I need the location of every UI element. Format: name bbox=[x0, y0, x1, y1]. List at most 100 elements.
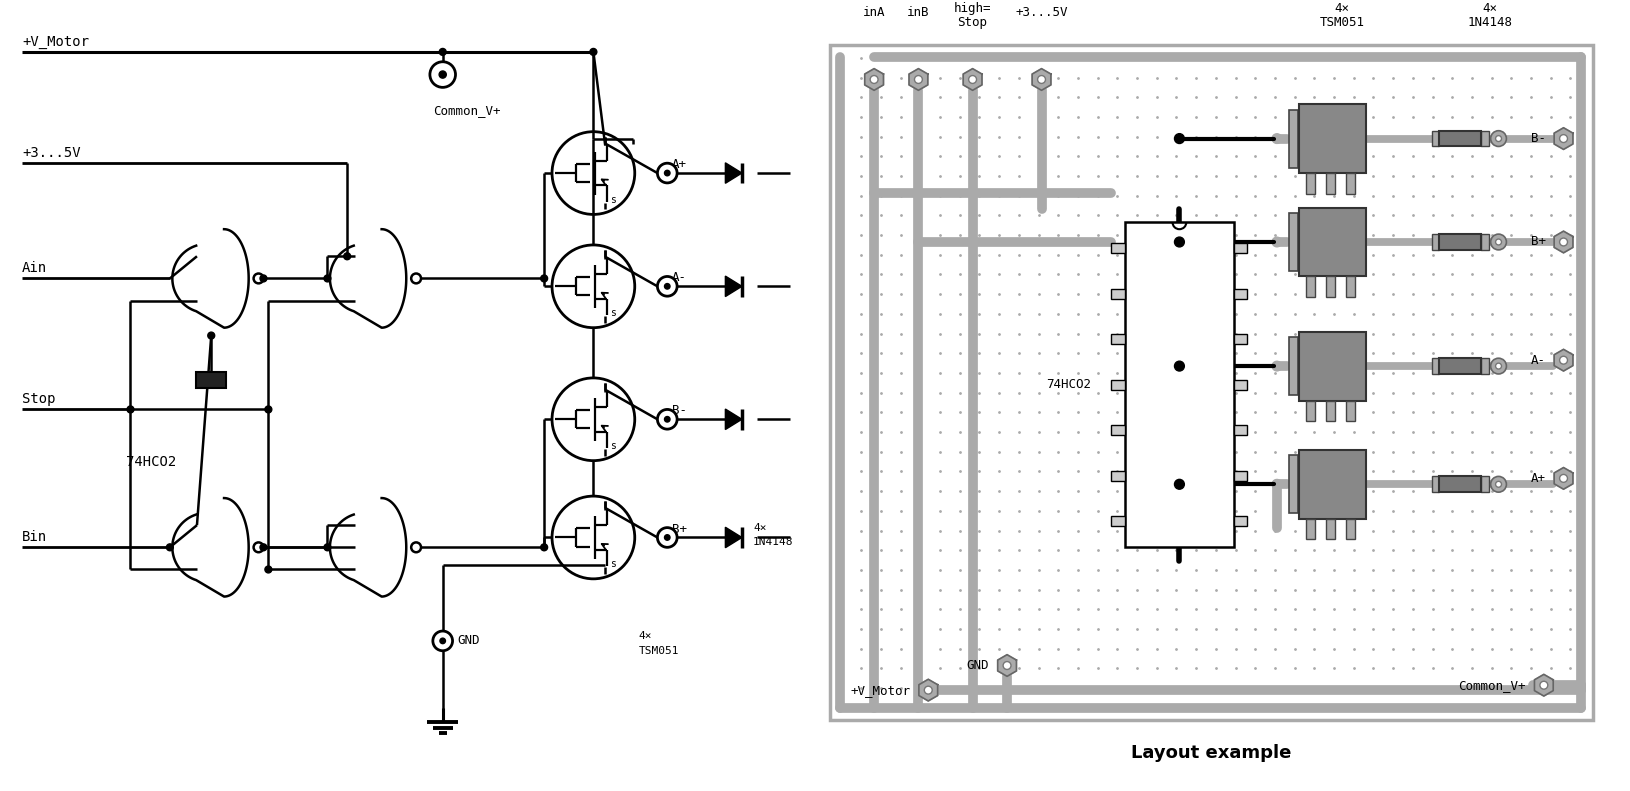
Bar bbox=[1112, 335, 1125, 344]
Circle shape bbox=[553, 496, 634, 579]
Circle shape bbox=[411, 543, 421, 552]
Circle shape bbox=[657, 528, 676, 547]
Text: GND: GND bbox=[458, 634, 479, 647]
Bar bbox=[830, 45, 1593, 720]
Polygon shape bbox=[725, 163, 742, 184]
Circle shape bbox=[1491, 131, 1506, 146]
Text: inB: inB bbox=[908, 6, 929, 20]
Polygon shape bbox=[329, 498, 406, 596]
Text: 4×: 4× bbox=[1482, 2, 1498, 16]
Polygon shape bbox=[1032, 69, 1051, 90]
Text: +3...5V: +3...5V bbox=[23, 146, 82, 161]
Circle shape bbox=[665, 283, 670, 289]
Circle shape bbox=[1175, 134, 1185, 143]
Bar bbox=[1480, 476, 1488, 492]
Bar bbox=[1306, 400, 1315, 422]
Circle shape bbox=[207, 332, 215, 339]
Text: D: D bbox=[1304, 478, 1309, 484]
Polygon shape bbox=[998, 655, 1017, 676]
Polygon shape bbox=[329, 229, 406, 327]
Text: +V_Motor: +V_Motor bbox=[851, 683, 911, 697]
Circle shape bbox=[914, 76, 923, 83]
Circle shape bbox=[1175, 479, 1185, 489]
Circle shape bbox=[1273, 481, 1281, 488]
Circle shape bbox=[1271, 361, 1281, 371]
Circle shape bbox=[541, 544, 548, 551]
Bar bbox=[1346, 400, 1355, 422]
Text: s: s bbox=[610, 559, 616, 570]
Circle shape bbox=[1496, 482, 1501, 487]
Bar bbox=[1299, 207, 1366, 277]
Text: B-: B- bbox=[1531, 132, 1545, 145]
Text: 1: 1 bbox=[1304, 165, 1309, 171]
Circle shape bbox=[411, 274, 421, 283]
Circle shape bbox=[553, 245, 634, 327]
Circle shape bbox=[590, 48, 597, 55]
Polygon shape bbox=[1553, 350, 1573, 371]
Text: ES2: ES2 bbox=[1452, 237, 1467, 247]
Text: ES2: ES2 bbox=[1452, 134, 1467, 143]
Bar bbox=[1289, 456, 1297, 513]
Bar bbox=[1439, 131, 1480, 146]
Circle shape bbox=[870, 76, 879, 83]
Text: B+: B+ bbox=[672, 523, 688, 536]
Circle shape bbox=[254, 543, 264, 552]
Circle shape bbox=[657, 410, 676, 430]
Text: T: T bbox=[1304, 253, 1309, 259]
Circle shape bbox=[430, 62, 455, 87]
Text: 4×: 4× bbox=[1335, 2, 1350, 16]
Circle shape bbox=[1273, 362, 1281, 369]
Circle shape bbox=[665, 417, 670, 422]
Bar bbox=[1346, 519, 1355, 539]
Text: 1N4148: 1N4148 bbox=[1467, 17, 1513, 29]
Bar bbox=[1306, 173, 1315, 194]
Text: 4×: 4× bbox=[753, 523, 766, 532]
Circle shape bbox=[1175, 237, 1185, 247]
Bar bbox=[1480, 358, 1488, 374]
Circle shape bbox=[657, 277, 676, 296]
Bar bbox=[1346, 277, 1355, 297]
Circle shape bbox=[324, 275, 331, 282]
Circle shape bbox=[1491, 358, 1506, 374]
Bar bbox=[1112, 471, 1125, 481]
Bar bbox=[1431, 476, 1439, 492]
Bar bbox=[1234, 517, 1247, 526]
Text: +3...5V: +3...5V bbox=[1015, 6, 1068, 20]
Circle shape bbox=[1560, 238, 1568, 246]
Circle shape bbox=[344, 253, 350, 259]
Polygon shape bbox=[1534, 675, 1553, 696]
Bar bbox=[1234, 426, 1247, 435]
Circle shape bbox=[324, 544, 331, 551]
Text: Stop: Stop bbox=[23, 392, 55, 407]
Circle shape bbox=[1560, 356, 1568, 364]
Text: T: T bbox=[1304, 377, 1309, 383]
Circle shape bbox=[1496, 363, 1501, 369]
Polygon shape bbox=[864, 69, 883, 90]
Circle shape bbox=[266, 566, 272, 573]
Circle shape bbox=[438, 71, 447, 78]
Circle shape bbox=[1273, 239, 1281, 245]
Circle shape bbox=[541, 275, 548, 282]
Polygon shape bbox=[725, 528, 742, 547]
Circle shape bbox=[1540, 681, 1548, 689]
Polygon shape bbox=[910, 69, 927, 90]
Text: s: s bbox=[610, 308, 616, 318]
Circle shape bbox=[1560, 134, 1568, 142]
Text: B-: B- bbox=[672, 404, 688, 418]
Text: Common_V+: Common_V+ bbox=[434, 104, 500, 117]
Text: D: D bbox=[1304, 360, 1309, 365]
Bar bbox=[1234, 244, 1247, 253]
Polygon shape bbox=[1553, 231, 1573, 253]
Bar bbox=[1480, 131, 1488, 146]
Circle shape bbox=[261, 275, 267, 282]
Polygon shape bbox=[725, 276, 742, 297]
Text: T: T bbox=[1304, 495, 1309, 501]
Text: Stop: Stop bbox=[957, 17, 988, 29]
Bar bbox=[1234, 471, 1247, 481]
Polygon shape bbox=[173, 498, 249, 596]
Text: TSM051: TSM051 bbox=[639, 645, 680, 656]
Circle shape bbox=[924, 687, 932, 694]
Bar bbox=[1234, 380, 1247, 390]
Text: A-: A- bbox=[1531, 354, 1545, 367]
Text: 74HCO2: 74HCO2 bbox=[1046, 378, 1092, 392]
